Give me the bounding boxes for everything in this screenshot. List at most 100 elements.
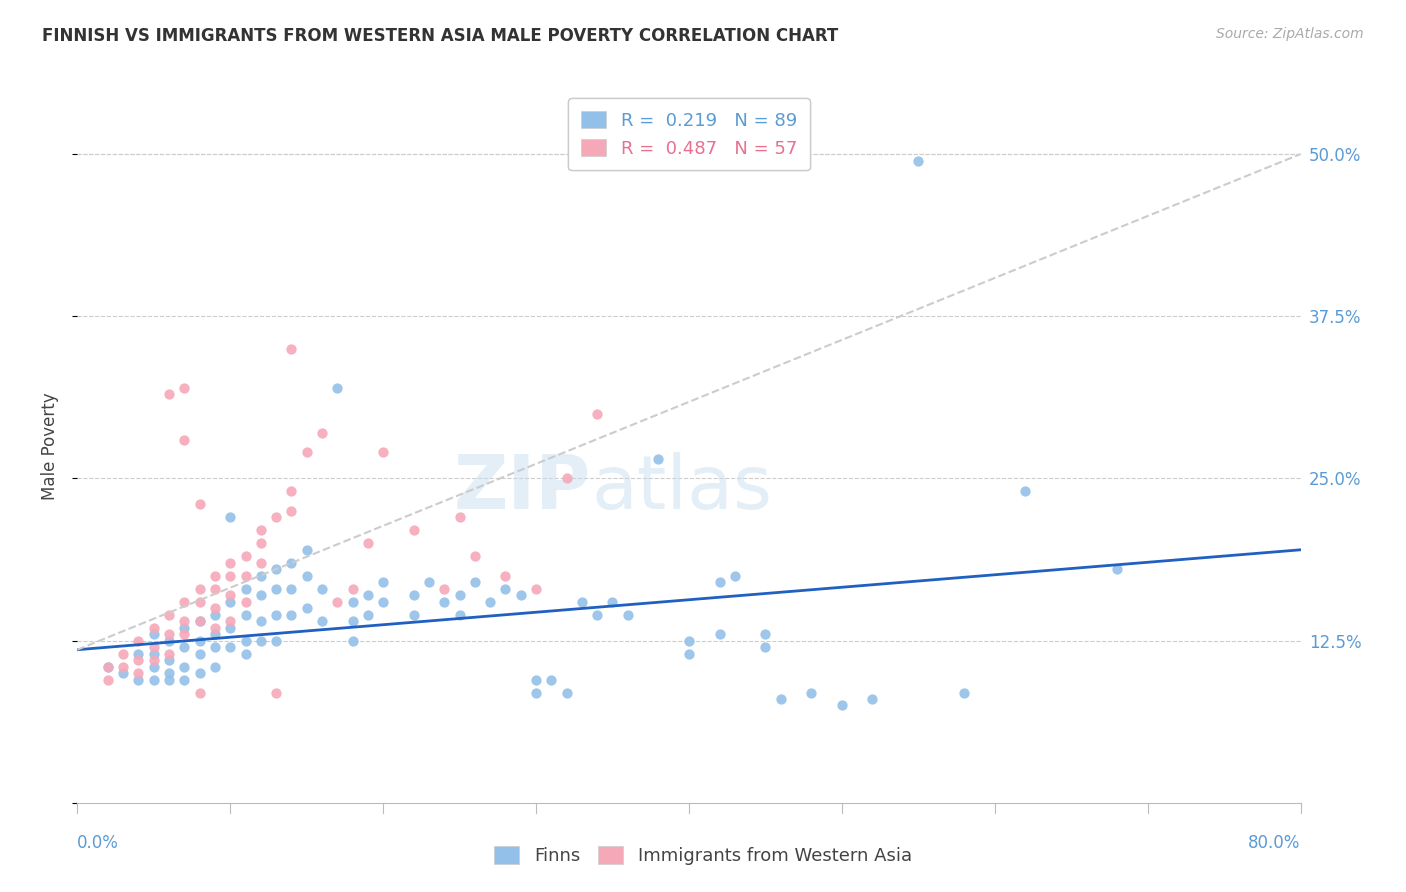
Point	[647, 452, 669, 467]
Point	[173, 381, 195, 395]
Point	[402, 607, 425, 622]
Point	[449, 510, 471, 524]
Y-axis label: Male Poverty: Male Poverty	[41, 392, 59, 500]
Point	[173, 640, 195, 654]
Point	[97, 659, 120, 673]
Point	[173, 659, 195, 673]
Point	[128, 647, 150, 661]
Point	[250, 614, 273, 628]
Point	[754, 640, 776, 654]
Point	[464, 549, 486, 564]
Point	[97, 673, 120, 687]
Point	[157, 607, 180, 622]
Point	[555, 471, 578, 485]
Point	[142, 653, 165, 667]
Point	[264, 562, 287, 576]
Point	[188, 666, 211, 681]
Point	[754, 627, 776, 641]
Point	[142, 647, 165, 661]
Point	[204, 621, 226, 635]
Point	[769, 692, 792, 706]
Point	[188, 685, 211, 699]
Point	[112, 666, 135, 681]
Point	[157, 666, 180, 681]
Point	[188, 614, 211, 628]
Point	[280, 582, 302, 596]
Point	[342, 582, 364, 596]
Point	[357, 607, 380, 622]
Point	[724, 568, 747, 582]
Point	[204, 568, 226, 582]
Point	[586, 607, 609, 622]
Point	[295, 542, 318, 557]
Point	[250, 524, 273, 538]
Point	[326, 381, 349, 395]
Point	[862, 692, 884, 706]
Point	[357, 588, 380, 602]
Point	[235, 647, 257, 661]
Text: 0.0%: 0.0%	[77, 834, 120, 852]
Point	[235, 568, 257, 582]
Point	[235, 595, 257, 609]
Point	[204, 601, 226, 615]
Point	[540, 673, 562, 687]
Point	[188, 582, 211, 596]
Point	[188, 497, 211, 511]
Point	[433, 582, 456, 596]
Point	[142, 621, 165, 635]
Point	[250, 633, 273, 648]
Point	[280, 484, 302, 499]
Point	[157, 627, 180, 641]
Point	[342, 614, 364, 628]
Point	[188, 614, 211, 628]
Point	[128, 666, 150, 681]
Point	[709, 575, 731, 590]
Point	[678, 633, 700, 648]
Point	[800, 685, 823, 699]
Point	[173, 433, 195, 447]
Point	[295, 601, 318, 615]
Point	[342, 633, 364, 648]
Point	[831, 698, 853, 713]
Point	[204, 607, 226, 622]
Point	[219, 568, 242, 582]
Point	[142, 627, 165, 641]
Point	[907, 153, 929, 168]
Point	[219, 510, 242, 524]
Point	[157, 647, 180, 661]
Point	[449, 607, 471, 622]
Point	[188, 647, 211, 661]
Point	[128, 653, 150, 667]
Point	[157, 633, 180, 648]
Point	[173, 627, 195, 641]
Point	[295, 445, 318, 459]
Point	[357, 536, 380, 550]
Point	[371, 595, 394, 609]
Point	[173, 595, 195, 609]
Point	[371, 575, 394, 590]
Point	[264, 607, 287, 622]
Point	[173, 614, 195, 628]
Point	[280, 556, 302, 570]
Point	[235, 607, 257, 622]
Point	[157, 653, 180, 667]
Point	[250, 536, 273, 550]
Point	[142, 640, 165, 654]
Text: Source: ZipAtlas.com: Source: ZipAtlas.com	[1216, 27, 1364, 41]
Point	[524, 673, 547, 687]
Point	[402, 524, 425, 538]
Legend: R =  0.219   N = 89, R =  0.487   N = 57: R = 0.219 N = 89, R = 0.487 N = 57	[568, 98, 810, 170]
Point	[617, 607, 640, 622]
Point	[709, 627, 731, 641]
Point	[204, 627, 226, 641]
Point	[264, 582, 287, 596]
Point	[1014, 484, 1036, 499]
Point	[250, 556, 273, 570]
Point	[219, 556, 242, 570]
Point	[295, 568, 318, 582]
Point	[250, 588, 273, 602]
Point	[524, 582, 547, 596]
Point	[678, 647, 700, 661]
Point	[464, 575, 486, 590]
Point	[157, 673, 180, 687]
